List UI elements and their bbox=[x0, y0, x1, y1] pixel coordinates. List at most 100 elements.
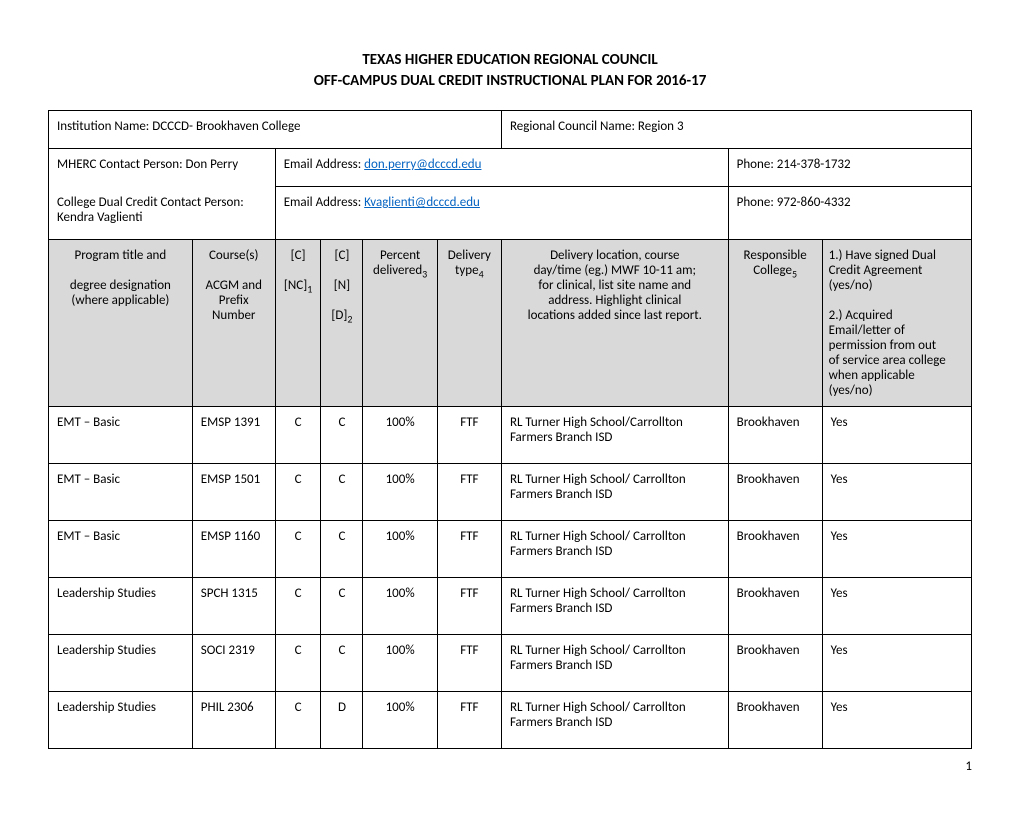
cell-col3: C bbox=[275, 406, 321, 463]
title-line-2: OFF-CAMPUS DUAL CREDIT INSTRUCTIONAL PLA… bbox=[48, 71, 972, 92]
institution-value: DCCCD- Brookhaven College bbox=[152, 119, 300, 134]
cell-location: RL Turner High School/Carrollton Farmers… bbox=[501, 406, 728, 463]
col-header-c-nc: [C] [NC]1 bbox=[275, 239, 321, 406]
page-number: 1 bbox=[48, 759, 972, 774]
college-phone-label: Phone: bbox=[737, 195, 777, 210]
cell-col4: C bbox=[321, 634, 363, 691]
cell-percent: 100% bbox=[363, 520, 437, 577]
main-table: Institution Name: DCCCD- Brookhaven Coll… bbox=[48, 110, 972, 749]
college-person-cell: College Dual Credit Contact Person: Kend… bbox=[49, 187, 276, 240]
cell-college: Brookhaven bbox=[728, 406, 822, 463]
cell-col3: C bbox=[275, 577, 321, 634]
cell-location: RL Turner High School/ Carrollton Farmer… bbox=[501, 463, 728, 520]
cell-col4: C bbox=[321, 520, 363, 577]
cell-col3: C bbox=[275, 634, 321, 691]
table-row: EMT – Basic EMSP 1160 C C 100% FTF RL Tu… bbox=[49, 520, 972, 577]
table-row: Leadership Studies PHIL 2306 C D 100% FT… bbox=[49, 691, 972, 748]
college-value: Kendra Vaglienti bbox=[57, 210, 142, 225]
cell-signed: Yes bbox=[822, 520, 971, 577]
cell-program: Leadership Studies bbox=[49, 577, 193, 634]
cell-college: Brookhaven bbox=[728, 577, 822, 634]
institution-label: Institution Name: bbox=[57, 119, 152, 134]
regional-value: Region 3 bbox=[638, 119, 684, 134]
mherc-email-cell: Email Address: don.perry@dcccd.edu bbox=[275, 149, 728, 187]
mherc-phone-cell: Phone: 214-378-1732 bbox=[728, 149, 971, 187]
table-row: Leadership Studies SOCI 2319 C C 100% FT… bbox=[49, 634, 972, 691]
cell-percent: 100% bbox=[363, 406, 437, 463]
col-header-program: Program title and degree designation (wh… bbox=[49, 239, 193, 406]
cell-percent: 100% bbox=[363, 577, 437, 634]
cell-signed: Yes bbox=[822, 691, 971, 748]
cell-col4: C bbox=[321, 463, 363, 520]
title-line-1: TEXAS HIGHER EDUCATION REGIONAL COUNCIL bbox=[48, 50, 972, 71]
cell-signed: Yes bbox=[822, 634, 971, 691]
cell-program: Leadership Studies bbox=[49, 691, 193, 748]
mherc-email-link[interactable]: don.perry@dcccd.edu bbox=[364, 157, 481, 172]
cell-percent: 100% bbox=[363, 463, 437, 520]
col-header-c-n-d: [C] [N] [D]2 bbox=[321, 239, 363, 406]
cell-col4: C bbox=[321, 406, 363, 463]
college-email-cell: Email Address: Kvaglienti@dcccd.edu bbox=[275, 187, 728, 240]
mherc-value: Don Perry bbox=[186, 157, 239, 172]
table-row: EMT – Basic EMSP 1501 C C 100% FTF RL Tu… bbox=[49, 463, 972, 520]
cell-signed: Yes bbox=[822, 463, 971, 520]
mherc-phone-label: Phone: bbox=[737, 157, 777, 172]
cell-delivery: FTF bbox=[437, 463, 501, 520]
cell-location: RL Turner High School/ Carrollton Farmer… bbox=[501, 691, 728, 748]
cell-percent: 100% bbox=[363, 691, 437, 748]
cell-location: RL Turner High School/ Carrollton Farmer… bbox=[501, 577, 728, 634]
cell-course: SOCI 2319 bbox=[192, 634, 275, 691]
cell-delivery: FTF bbox=[437, 520, 501, 577]
cell-program: EMT – Basic bbox=[49, 520, 193, 577]
college-email-label: Email Address: bbox=[284, 195, 364, 210]
cell-col4: C bbox=[321, 577, 363, 634]
document-title: TEXAS HIGHER EDUCATION REGIONAL COUNCIL … bbox=[48, 50, 972, 92]
cell-course: SPCH 1315 bbox=[192, 577, 275, 634]
table-row: EMT – Basic EMSP 1391 C C 100% FTF RL Tu… bbox=[49, 406, 972, 463]
regional-label: Regional Council Name: bbox=[510, 119, 638, 134]
cell-location: RL Turner High School/ Carrollton Farmer… bbox=[501, 520, 728, 577]
institution-cell: Institution Name: DCCCD- Brookhaven Coll… bbox=[49, 111, 502, 149]
regional-cell: Regional Council Name: Region 3 bbox=[501, 111, 971, 149]
mherc-person-cell: MHERC Contact Person: Don Perry bbox=[49, 149, 276, 187]
table-row: Leadership Studies SPCH 1315 C C 100% FT… bbox=[49, 577, 972, 634]
cell-percent: 100% bbox=[363, 634, 437, 691]
cell-signed: Yes bbox=[822, 406, 971, 463]
cell-location: RL Turner High School/ Carrollton Farmer… bbox=[501, 634, 728, 691]
col-header-agreement: 1.) Have signed Dual Credit Agreement (y… bbox=[822, 239, 971, 406]
cell-delivery: FTF bbox=[437, 691, 501, 748]
cell-course: EMSP 1391 bbox=[192, 406, 275, 463]
cell-col4: D bbox=[321, 691, 363, 748]
cell-program: Leadership Studies bbox=[49, 634, 193, 691]
cell-course: EMSP 1160 bbox=[192, 520, 275, 577]
cell-delivery: FTF bbox=[437, 634, 501, 691]
cell-college: Brookhaven bbox=[728, 463, 822, 520]
cell-col3: C bbox=[275, 463, 321, 520]
column-header-row: Program title and degree designation (wh… bbox=[49, 239, 972, 406]
college-phone-cell: Phone: 972-860-4332 bbox=[728, 187, 971, 240]
cell-course: EMSP 1501 bbox=[192, 463, 275, 520]
college-email-link[interactable]: Kvaglienti@dcccd.edu bbox=[364, 195, 480, 210]
cell-college: Brookhaven bbox=[728, 691, 822, 748]
college-contact-row: College Dual Credit Contact Person: Kend… bbox=[49, 187, 972, 240]
mherc-email-label: Email Address: bbox=[284, 157, 364, 172]
cell-course: PHIL 2306 bbox=[192, 691, 275, 748]
col-header-delivery: Delivery type4 bbox=[437, 239, 501, 406]
mherc-contact-row: MHERC Contact Person: Don Perry Email Ad… bbox=[49, 149, 972, 187]
cell-delivery: FTF bbox=[437, 577, 501, 634]
cell-program: EMT – Basic bbox=[49, 463, 193, 520]
cell-college: Brookhaven bbox=[728, 520, 822, 577]
mherc-phone-value: 214-378-1732 bbox=[777, 157, 851, 172]
college-label: College Dual Credit Contact Person: bbox=[57, 195, 244, 210]
college-phone-value: 972-860-4332 bbox=[777, 195, 851, 210]
col-header-course: Course(s) ACGM and Prefix Number bbox=[192, 239, 275, 406]
cell-delivery: FTF bbox=[437, 406, 501, 463]
cell-program: EMT – Basic bbox=[49, 406, 193, 463]
cell-col3: C bbox=[275, 520, 321, 577]
cell-signed: Yes bbox=[822, 577, 971, 634]
col-header-percent: Percent delivered3 bbox=[363, 239, 437, 406]
col-header-college: Responsible College5 bbox=[728, 239, 822, 406]
mherc-label: MHERC Contact Person: bbox=[57, 157, 186, 172]
col-header-location: Delivery location, course day/time (eg.)… bbox=[501, 239, 728, 406]
cell-col3: C bbox=[275, 691, 321, 748]
